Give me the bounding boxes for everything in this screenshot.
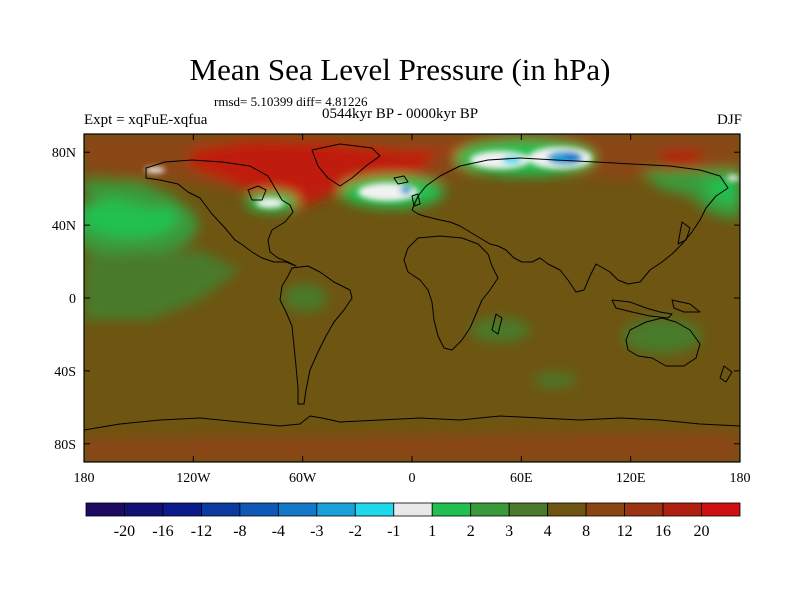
x-tick-label: 180 bbox=[74, 471, 95, 486]
colorbar-swatch bbox=[547, 502, 587, 517]
colorbar: -20 -16 -12 -8 -4 -3 -2 -1 1 2 3 4 8 12 16 20 bbox=[85, 502, 741, 540]
x-tick-label: 60W bbox=[289, 471, 317, 486]
colorbar-label: 2 bbox=[467, 523, 475, 540]
colorbar-swatch bbox=[124, 502, 164, 517]
colorbar-label: -8 bbox=[233, 523, 246, 540]
east-pacific-olive bbox=[84, 250, 240, 320]
colorbar-swatch bbox=[470, 502, 510, 517]
labrador-low bbox=[256, 198, 284, 208]
pressure-anomaly-field bbox=[84, 134, 740, 462]
coast-hudson-bay bbox=[247, 185, 267, 201]
colorbar-swatch bbox=[85, 502, 125, 517]
y-tick-label: 0 bbox=[69, 292, 76, 307]
map-axes: 180 120W 60W 0 60E 120E 180 80N 40N 0 40S 80S bbox=[52, 134, 751, 486]
east-siberian-high bbox=[660, 150, 700, 166]
coast-new-zealand bbox=[719, 365, 733, 383]
y-tick-label: 80N bbox=[52, 146, 76, 161]
x-tick-label: 120W bbox=[176, 471, 211, 486]
scandinavian-low bbox=[470, 151, 530, 169]
colorbar-label: 12 bbox=[617, 523, 633, 540]
colorbar-swatch bbox=[354, 502, 395, 517]
colorbar-swatch bbox=[162, 502, 202, 517]
x-tick-label: 120E bbox=[616, 471, 646, 486]
colorbar-label: 4 bbox=[544, 523, 552, 540]
y-tick-label: 40N bbox=[52, 219, 76, 234]
coast-british-isles bbox=[411, 193, 421, 207]
coastlines bbox=[84, 143, 740, 431]
season-label: DJF bbox=[716, 112, 742, 128]
experiment-label: Expt = xqFuE-xqfua bbox=[84, 112, 208, 128]
iceland-low-core bbox=[400, 186, 412, 194]
colorbar-swatch bbox=[316, 502, 356, 517]
chart-title: Mean Sea Level Pressure (in hPa) bbox=[189, 52, 611, 87]
indian-ocean-olive bbox=[470, 318, 530, 342]
colorbar-swatch bbox=[239, 502, 279, 517]
colorbar-label: -2 bbox=[349, 523, 362, 540]
barents-low-core bbox=[502, 156, 522, 164]
coast-iceland bbox=[393, 175, 409, 185]
colorbar-label: -1 bbox=[387, 523, 400, 540]
coast-north-america bbox=[145, 159, 297, 267]
y-tick-label: 40S bbox=[54, 365, 76, 380]
colorbar-label: -12 bbox=[191, 523, 212, 540]
kamchatka-green bbox=[700, 178, 740, 205]
colorbar-label: -3 bbox=[310, 523, 323, 540]
y-tick-label: 80S bbox=[54, 438, 76, 453]
colorbar-label: -20 bbox=[114, 523, 135, 540]
coast-greenland bbox=[311, 143, 381, 187]
colorbar-swatch bbox=[662, 502, 702, 517]
colorbar-label: 1 bbox=[428, 523, 436, 540]
southern-ocean-band bbox=[84, 432, 740, 462]
x-tick-label: 60E bbox=[510, 471, 533, 486]
south-indian-olive bbox=[533, 373, 577, 387]
colorbar-label: 20 bbox=[694, 523, 710, 540]
colorbar-swatch bbox=[393, 502, 433, 517]
aleutian-low bbox=[84, 180, 180, 210]
colorbar-label: 8 bbox=[582, 523, 590, 540]
colorbar-swatch bbox=[277, 502, 318, 517]
coast-australia bbox=[625, 317, 701, 367]
coast-japan bbox=[677, 221, 691, 245]
colorbar-swatch bbox=[431, 502, 472, 517]
bering-low bbox=[145, 167, 165, 173]
coast-indonesia bbox=[611, 299, 673, 319]
colorbar-label: 3 bbox=[505, 523, 513, 540]
australia-olive bbox=[622, 318, 702, 354]
colorbar-swatch bbox=[624, 502, 664, 517]
coast-south-america bbox=[279, 265, 353, 405]
colorbar-swatch bbox=[508, 502, 549, 517]
statistics-label: rmsd= 5.10399 diff= 4.81226 bbox=[214, 94, 368, 109]
colorbar-label: 16 bbox=[655, 523, 671, 540]
chukotka-low bbox=[727, 175, 739, 181]
coast-new-guinea bbox=[671, 299, 701, 313]
kara-low-center bbox=[564, 153, 580, 161]
colorbar-label: -16 bbox=[152, 523, 173, 540]
period-label: 0544kyr BP - 0000kyr BP bbox=[322, 106, 479, 122]
colorbar-swatch bbox=[201, 502, 241, 517]
coast-africa bbox=[403, 235, 499, 351]
x-tick-label: 180 bbox=[730, 471, 751, 486]
colorbar-swatch bbox=[585, 502, 625, 517]
coast-antarctica bbox=[84, 415, 740, 431]
colorbar-label: -4 bbox=[272, 523, 285, 540]
coast-madagascar bbox=[491, 313, 503, 335]
coast-eurasia bbox=[411, 157, 729, 293]
colorbar-swatch bbox=[701, 502, 741, 517]
x-tick-label: 0 bbox=[409, 471, 416, 486]
south-america-olive bbox=[283, 284, 327, 312]
